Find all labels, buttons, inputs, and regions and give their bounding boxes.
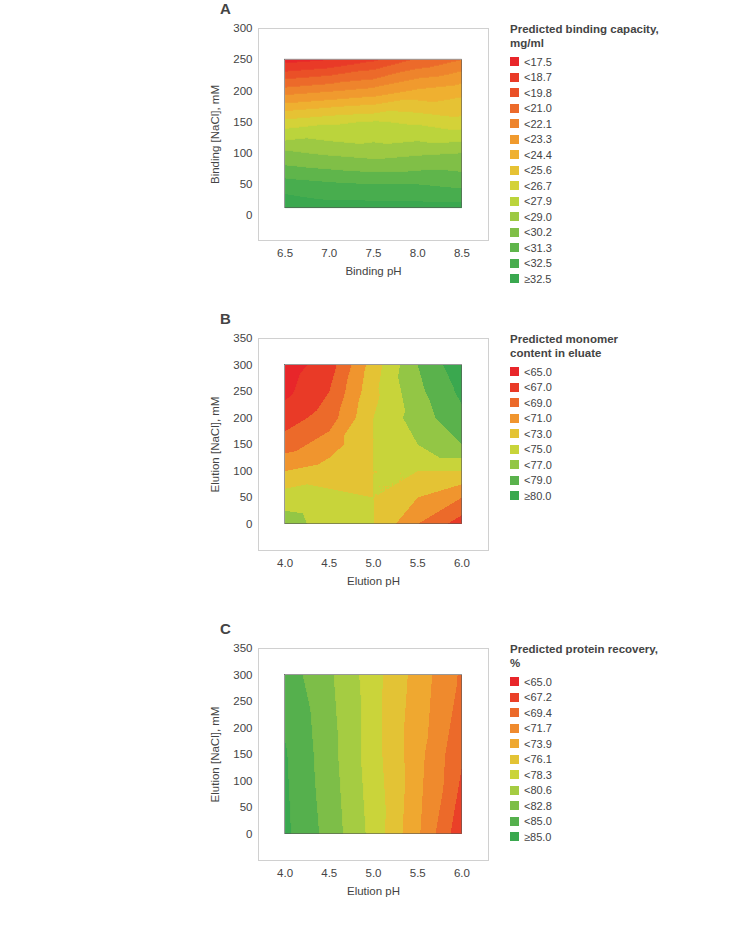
html-text:<73.9: <73.9 <box>524 737 552 750</box>
svg-text:250: 250 <box>233 385 252 397</box>
svg-text:6.0: 6.0 <box>454 557 470 569</box>
svg-text:200: 200 <box>233 412 252 424</box>
svg-text:7.5: 7.5 <box>366 247 382 259</box>
svg-text:6.0: 6.0 <box>454 867 470 879</box>
svg-text:250: 250 <box>233 53 252 65</box>
html-text:<23.3: <23.3 <box>524 133 552 146</box>
html-text:<29.0: <29.0 <box>524 210 552 223</box>
html-text:<73.0: <73.0 <box>524 427 552 440</box>
svg-text:8.5: 8.5 <box>454 247 470 259</box>
svg-text:300: 300 <box>233 669 252 681</box>
svg-text:4.0: 4.0 <box>277 557 293 569</box>
html-text:<26.7: <26.7 <box>524 179 552 192</box>
svg-text:350: 350 <box>233 642 252 654</box>
html-text:<22.1: <22.1 <box>524 117 552 130</box>
html-text:≥85.0: ≥85.0 <box>524 830 552 843</box>
html-text:<80.6: <80.6 <box>524 784 552 797</box>
html-text:<24.4: <24.4 <box>524 148 552 161</box>
svg-text:100: 100 <box>233 147 252 159</box>
html-text:<21.0: <21.0 <box>524 102 552 115</box>
html-text:B: B <box>220 310 231 327</box>
svg-text:200: 200 <box>233 722 252 734</box>
html-text:Predicted protein recovery, %: Predicted protein recovery, % <box>510 643 659 669</box>
html-text:<32.5: <32.5 <box>524 257 552 270</box>
svg-text:4.5: 4.5 <box>321 867 337 879</box>
html-text:<19.8: <19.8 <box>524 86 552 99</box>
html-text:<69.4: <69.4 <box>524 706 552 719</box>
svg-text:350: 350 <box>233 332 252 344</box>
html-text:<25.6: <25.6 <box>524 164 552 177</box>
svg-text:300: 300 <box>233 359 252 371</box>
svg-text:50: 50 <box>240 178 253 190</box>
svg-text:100: 100 <box>233 775 252 787</box>
html-text:<65.0: <65.0 <box>524 675 552 688</box>
svg-text:100: 100 <box>233 465 252 477</box>
svg-text:4.0: 4.0 <box>277 867 293 879</box>
html-text:<69.0: <69.0 <box>524 396 552 409</box>
svg-text:0: 0 <box>246 209 252 221</box>
svg-text:250: 250 <box>233 695 252 707</box>
svg-text:Elution [NaCl], mM: Elution [NaCl], mM <box>209 707 221 803</box>
svg-text:Elution [NaCl], mM: Elution [NaCl], mM <box>209 397 221 493</box>
svg-text:0: 0 <box>246 828 252 840</box>
svg-text:5.0: 5.0 <box>366 867 382 879</box>
svg-text:50: 50 <box>240 491 253 503</box>
svg-text:200: 200 <box>233 85 252 97</box>
html-text:<27.9: <27.9 <box>524 195 552 208</box>
svg-text:50: 50 <box>240 801 253 813</box>
svg-text:150: 150 <box>233 116 252 128</box>
html-text:<65.0: <65.0 <box>524 365 552 378</box>
svg-text:Binding pH: Binding pH <box>345 265 401 277</box>
html-text:<18.7: <18.7 <box>524 71 552 84</box>
html-text:C: C <box>220 620 231 637</box>
svg-text:4.5: 4.5 <box>321 557 337 569</box>
svg-text:Binding [NaCl], mM: Binding [NaCl], mM <box>209 85 221 184</box>
html-text:<78.3: <78.3 <box>524 768 552 781</box>
html-text:<71.0: <71.0 <box>524 412 552 425</box>
svg-text:7.0: 7.0 <box>321 247 337 259</box>
html-text:A: A <box>220 0 231 17</box>
html-text:<76.1: <76.1 <box>524 753 552 766</box>
html-text:<75.0: <75.0 <box>524 443 552 456</box>
svg-text:Elution pH: Elution pH <box>347 575 400 587</box>
html-text:<71.7: <71.7 <box>524 722 552 735</box>
svg-text:5.0: 5.0 <box>366 557 382 569</box>
html-text:<67.2: <67.2 <box>524 691 552 704</box>
svg-text:150: 150 <box>233 438 252 450</box>
svg-text:5.5: 5.5 <box>410 867 426 879</box>
svg-text:8.0: 8.0 <box>410 247 426 259</box>
html-text:≥32.5: ≥32.5 <box>524 272 552 285</box>
html-text:Predicted binding capacity, mg: Predicted binding capacity, mg/ml <box>510 23 659 49</box>
svg-text:5.5: 5.5 <box>410 557 426 569</box>
svg-text:150: 150 <box>233 748 252 760</box>
svg-text:Elution pH: Elution pH <box>347 885 400 897</box>
html-text:<67.0: <67.0 <box>524 381 552 394</box>
svg-text:0: 0 <box>246 518 252 530</box>
html-text:<31.3: <31.3 <box>524 241 552 254</box>
html-text:<82.8: <82.8 <box>524 799 552 812</box>
html-text:<17.5: <17.5 <box>524 55 552 68</box>
html-text:≥80.0: ≥80.0 <box>524 489 552 502</box>
html-text:<77.0: <77.0 <box>524 458 552 471</box>
svg-text:6.5: 6.5 <box>277 247 293 259</box>
html-text:Predicted monomer content in e: Predicted monomer content in eluate <box>510 333 618 359</box>
svg-text:300: 300 <box>233 22 252 34</box>
html-text:<79.0: <79.0 <box>524 474 552 487</box>
html-text:<85.0: <85.0 <box>524 815 552 828</box>
html-text:<30.2: <30.2 <box>524 226 552 239</box>
